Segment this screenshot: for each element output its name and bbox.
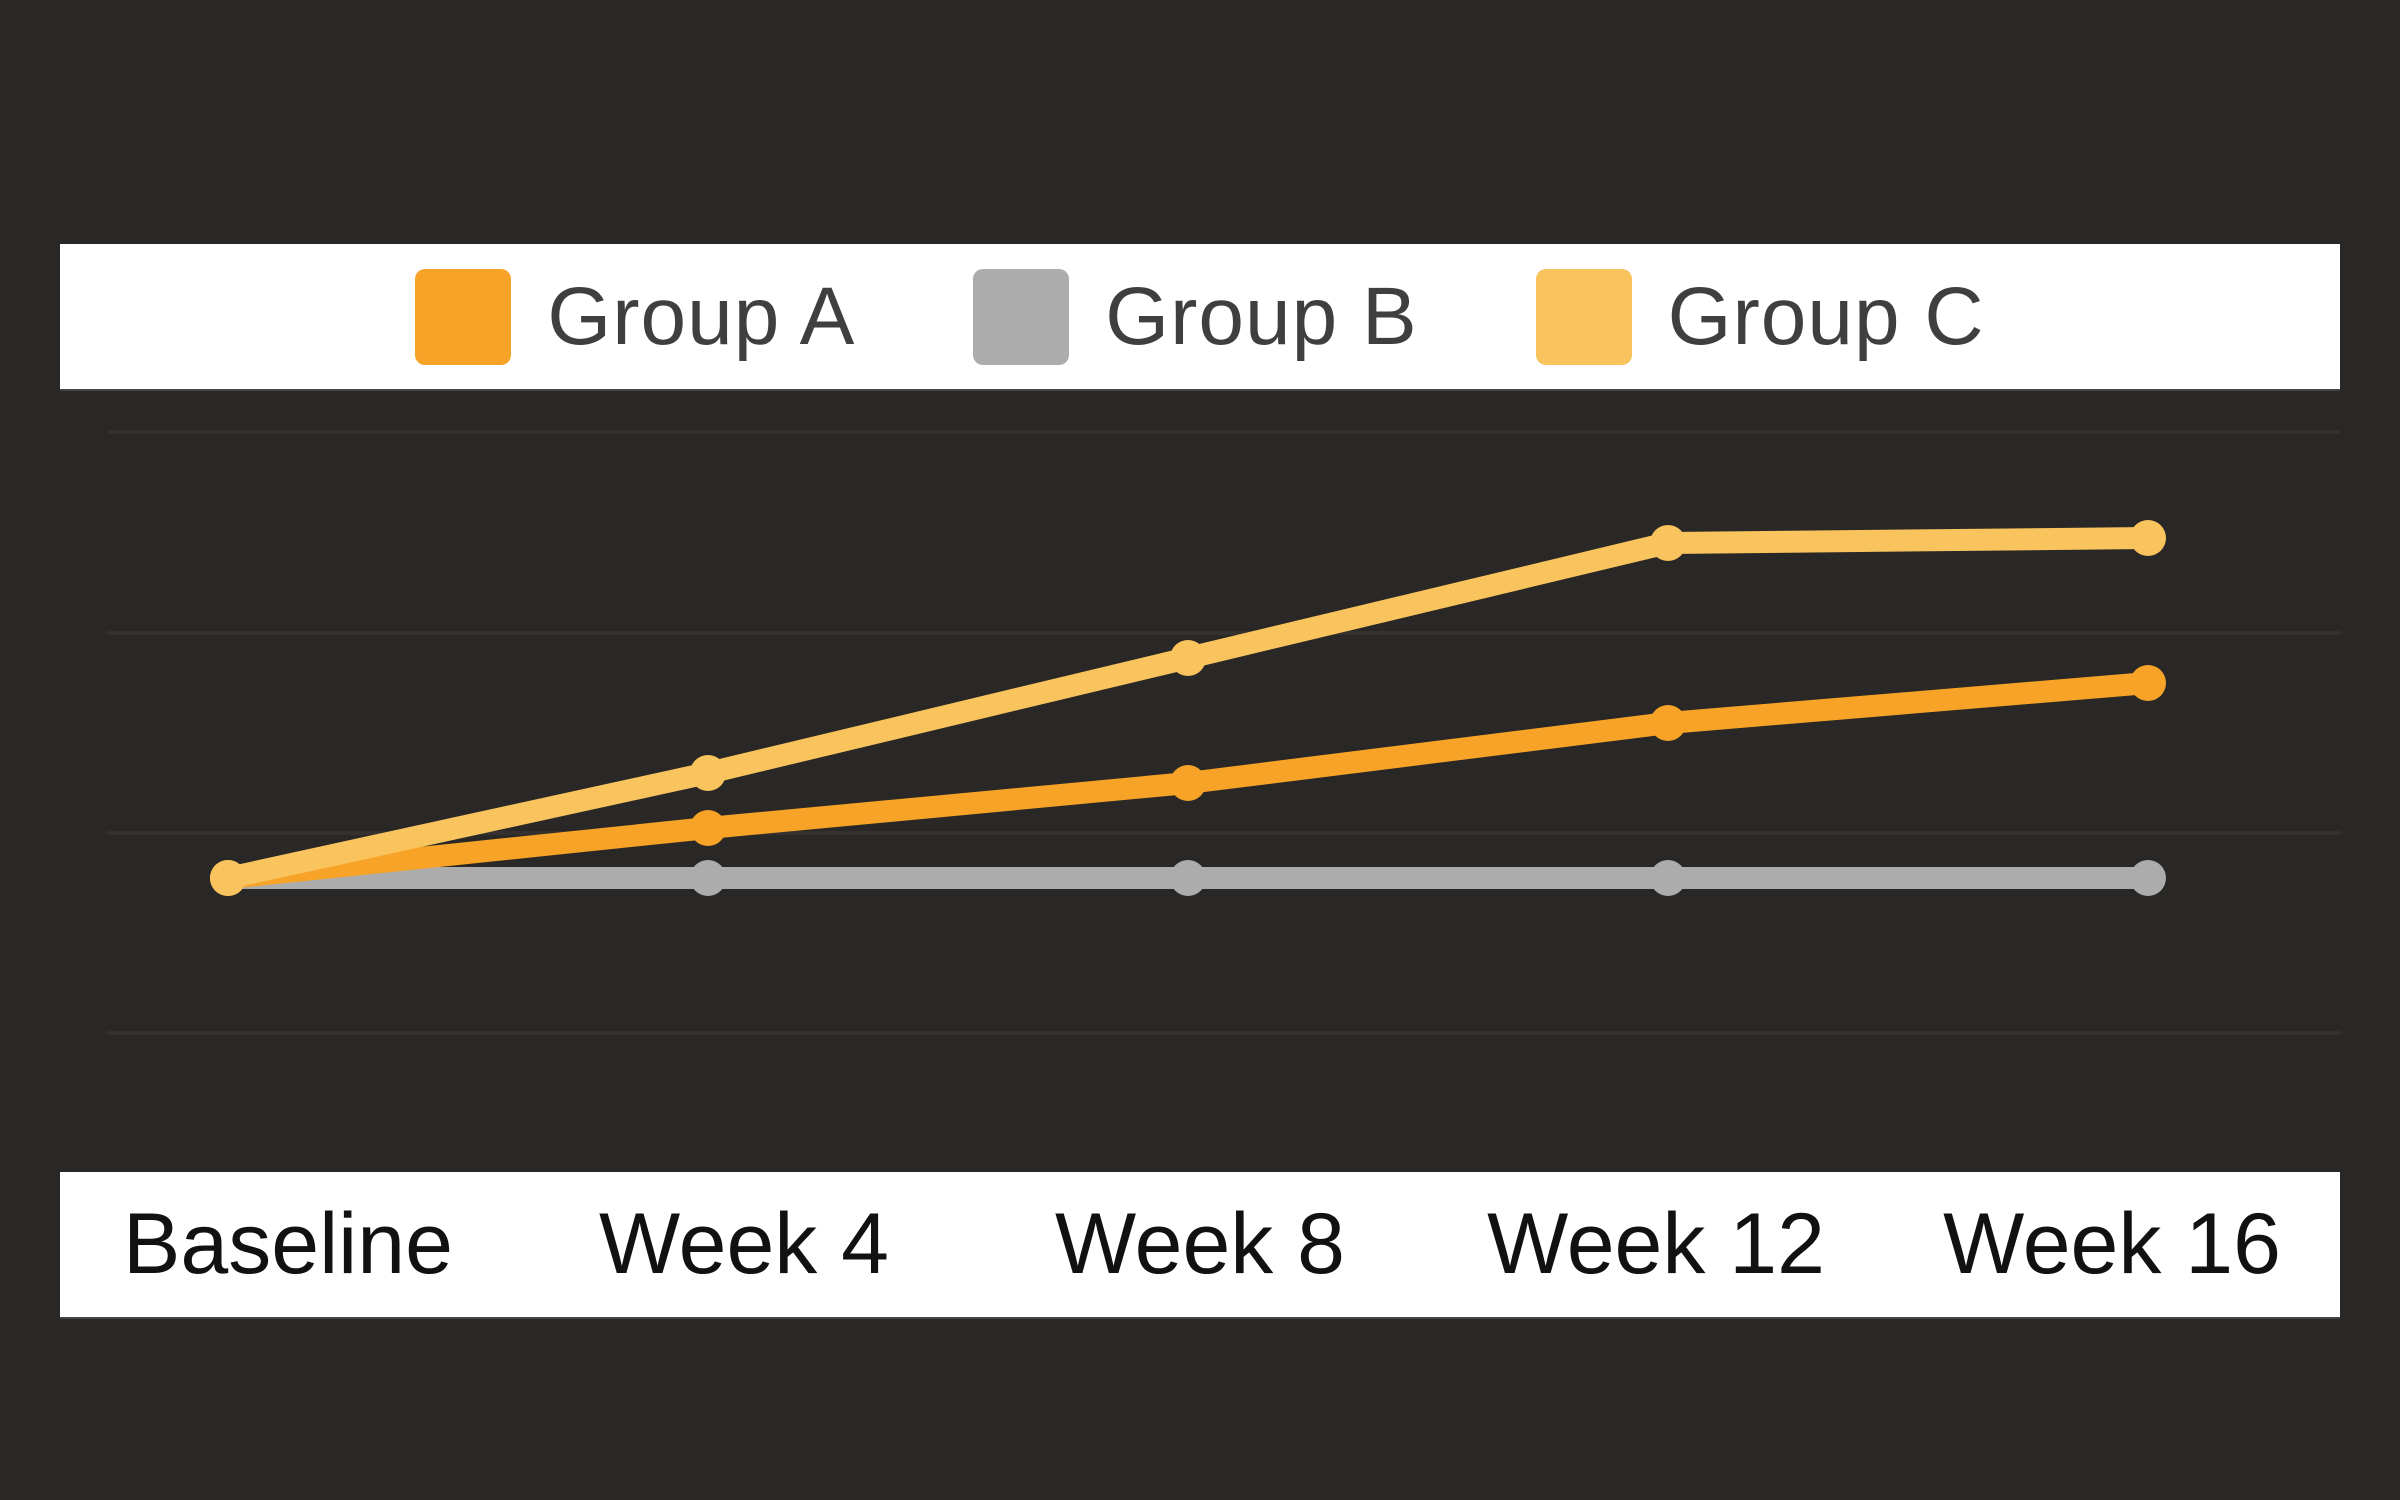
x-axis-label-baseline: Baseline: [123, 1196, 453, 1292]
legend-label-group-c: Group C: [1667, 270, 1985, 362]
x-axis-label-week-4: Week 4: [599, 1196, 889, 1292]
data-point-group-c-3: [1650, 525, 1686, 561]
legend-swatch-group-b-icon: [973, 268, 1070, 365]
data-point-group-c-0: [210, 860, 246, 896]
legend-swatch-group-c-icon: [1535, 268, 1632, 365]
data-point-group-c-2: [1170, 640, 1206, 676]
data-point-group-a-4: [2130, 665, 2166, 701]
legend: Group A Group B Group C: [60, 244, 2340, 389]
x-axis-label-week-12: Week 12: [1487, 1196, 1825, 1292]
data-point-group-a-3: [1650, 705, 1686, 741]
data-point-group-c-1: [690, 755, 726, 791]
legend-label-group-b: Group B: [1105, 270, 1418, 362]
data-point-group-b-1: [690, 860, 726, 896]
data-point-group-b-4: [2130, 860, 2166, 896]
x-axis-label-week-8: Week 8: [1055, 1196, 1345, 1292]
legend-item-group-b: Group B: [973, 268, 1418, 365]
legend-item-group-a: Group A: [415, 268, 856, 365]
legend-swatch-group-a-icon: [415, 268, 512, 365]
x-axis-label-week-16: Week 16: [1943, 1196, 2281, 1292]
legend-label-group-a: Group A: [547, 270, 856, 362]
x-axis: Baseline Week 4 Week 8 Week 12 Week 16: [60, 1172, 2340, 1317]
data-point-group-a-1: [690, 810, 726, 846]
data-point-group-b-2: [1170, 860, 1206, 896]
data-point-group-a-2: [1170, 765, 1206, 801]
data-point-group-c-4: [2130, 520, 2166, 556]
legend-item-group-c: Group C: [1535, 268, 1985, 365]
data-point-group-b-3: [1650, 860, 1686, 896]
